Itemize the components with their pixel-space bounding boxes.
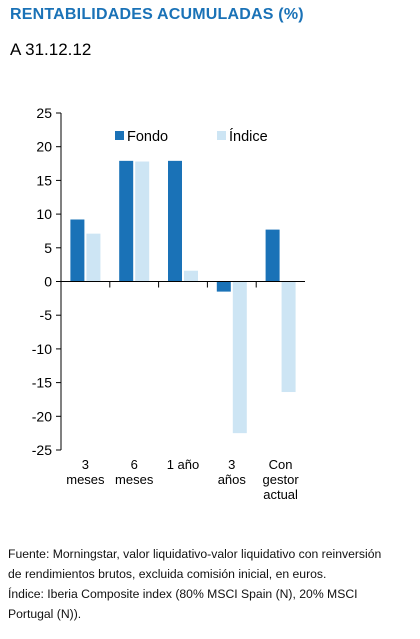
- bar--ndice: [86, 233, 101, 282]
- bar--ndice: [281, 281, 296, 393]
- x-tick-label: 3: [82, 457, 89, 472]
- footnote-line: Portugal (N)).: [8, 607, 82, 621]
- bar--ndice: [232, 281, 247, 434]
- bar-fondo: [265, 229, 280, 282]
- footnote-line: Fuente: Morningstar, valor liquidativo-v…: [8, 547, 382, 561]
- y-tick-label: -10: [32, 341, 52, 357]
- y-tick-label: 15: [36, 172, 52, 188]
- bar-fondo: [70, 219, 85, 282]
- x-tick-label: gestor: [263, 472, 300, 487]
- x-tick-label: 1 año: [167, 457, 200, 472]
- bar--ndice: [184, 270, 198, 282]
- y-tick-label: 25: [36, 105, 52, 121]
- x-tick-label: meses: [66, 472, 105, 487]
- x-tick-label: años: [218, 472, 247, 487]
- legend-swatch: [217, 131, 226, 140]
- x-tick-label: Con: [269, 457, 293, 472]
- y-tick-label: 5: [44, 240, 52, 256]
- bar--ndice: [135, 161, 150, 282]
- chart-date: A 31.12.12: [10, 40, 92, 59]
- legend-swatch: [115, 131, 124, 140]
- y-tick-label: 20: [36, 139, 52, 155]
- y-tick-label: 10: [36, 206, 52, 222]
- y-tick-label: -5: [40, 307, 53, 323]
- chart-footnote: Fuente: Morningstar, valor liquidativo-v…: [8, 544, 413, 624]
- legend-label: Fondo: [127, 129, 168, 145]
- footnote-line: de rendimientos brutos, excluida comisió…: [8, 567, 327, 581]
- bar-fondo: [216, 281, 231, 292]
- footnote-line: Índice: Iberia Composite index (80% MSCI…: [8, 587, 358, 601]
- y-tick-label: 0: [44, 274, 52, 290]
- x-tick-label: 6: [131, 457, 138, 472]
- x-tick-label: meses: [115, 472, 154, 487]
- bar-fondo: [119, 160, 134, 282]
- x-tick-label: actual: [263, 487, 298, 502]
- y-tick-label: -25: [32, 442, 52, 458]
- x-tick-label: 3: [228, 457, 235, 472]
- y-tick-label: -15: [32, 375, 52, 391]
- legend-label: Índice: [229, 128, 268, 145]
- y-tick-label: -20: [32, 408, 52, 424]
- bar-fondo: [168, 160, 182, 282]
- chart-title: RENTABILIDADES ACUMULADAS (%): [10, 6, 304, 23]
